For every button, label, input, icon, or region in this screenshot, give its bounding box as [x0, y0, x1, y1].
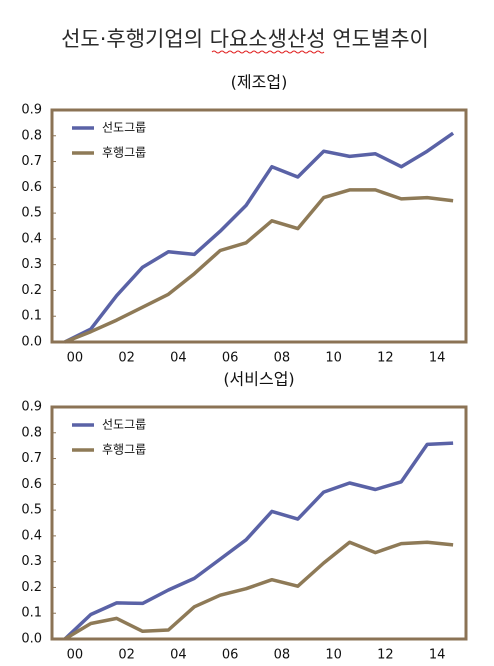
- y-tick-label: 0.0: [21, 335, 42, 350]
- y-tick-label: 0.2: [21, 580, 42, 595]
- x-tick-label: 04: [170, 648, 187, 663]
- x-tick-label: 10: [325, 648, 342, 663]
- series-line: [64, 540, 454, 641]
- x-tick-label: 12: [377, 648, 394, 663]
- y-tick-label: 0.4: [21, 231, 42, 246]
- y-tick-label: 0.9: [21, 103, 42, 118]
- y-tick-label: 0.2: [21, 283, 42, 298]
- x-tick-label: 06: [222, 648, 239, 663]
- x-tick-label: 00: [67, 351, 84, 366]
- y-tick-label: 0.4: [21, 528, 42, 543]
- y-tick-label: 0.5: [21, 206, 42, 221]
- x-tick-label: 00: [67, 648, 84, 663]
- y-tick-label: 0.0: [21, 632, 42, 647]
- x-tick-label: 08: [274, 648, 291, 663]
- series-line: [64, 131, 455, 344]
- x-tick-label: 08: [274, 351, 291, 366]
- chart-title: (서비스업): [223, 370, 294, 389]
- chart-title: (제조업): [231, 73, 288, 92]
- x-tick-label: 04: [170, 351, 187, 366]
- x-tick-label: 02: [118, 351, 135, 366]
- x-tick-label: 10: [325, 351, 342, 366]
- y-tick-label: 0.3: [21, 257, 42, 272]
- y-tick-label: 0.7: [21, 451, 42, 466]
- y-tick-label: 0.6: [21, 180, 42, 195]
- x-tick-label: 14: [429, 351, 446, 366]
- x-tick-label: 06: [222, 351, 239, 366]
- x-tick-label: 14: [429, 648, 446, 663]
- y-tick-label: 0.5: [21, 503, 42, 518]
- y-tick-label: 0.3: [21, 554, 42, 569]
- plot-frame: [50, 108, 468, 344]
- legend-label: 후행그룹: [102, 442, 146, 457]
- x-tick-label: 12: [377, 351, 394, 366]
- legend-label: 선도그룹: [102, 121, 146, 135]
- series-line: [64, 188, 454, 344]
- y-tick-label: 0.6: [21, 477, 42, 492]
- y-tick-label: 0.1: [21, 606, 42, 621]
- plot-frame: [50, 405, 468, 641]
- figure-title: 선도·후행기업의 다요소생산성 연도별추이: [61, 27, 429, 51]
- y-tick-label: 0.8: [21, 425, 42, 440]
- y-tick-label: 0.1: [21, 309, 42, 324]
- x-tick-label: 02: [118, 648, 135, 663]
- y-tick-label: 0.9: [21, 400, 42, 415]
- spell-underline: [211, 50, 325, 54]
- y-tick-label: 0.8: [21, 128, 42, 143]
- y-tick-label: 0.7: [21, 154, 42, 169]
- legend-label: 후행그룹: [102, 145, 146, 160]
- series-line: [63, 441, 454, 641]
- legend-label: 선도그룹: [102, 418, 146, 432]
